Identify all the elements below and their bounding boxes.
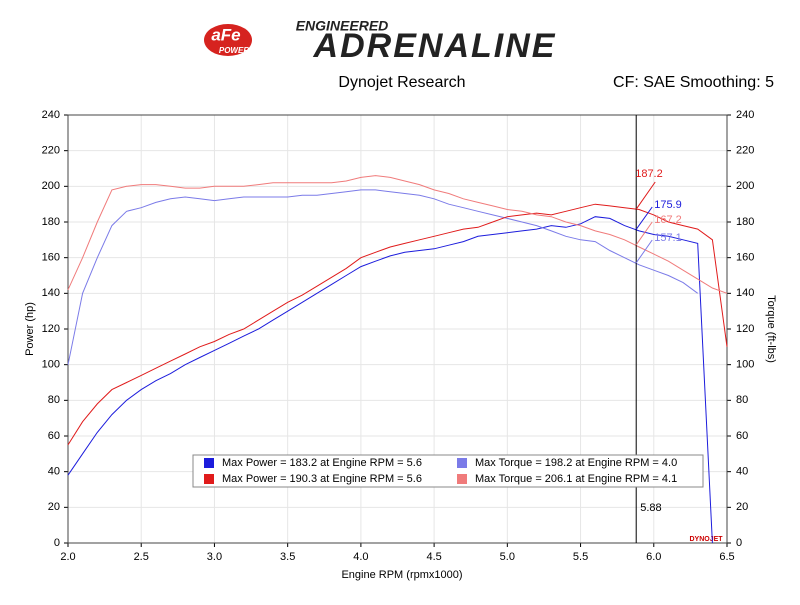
x-tick-label: 3.5 bbox=[280, 551, 295, 563]
y-tick-label: 40 bbox=[48, 466, 60, 478]
brand-top: ENGINEERED bbox=[296, 18, 389, 34]
y2-tick-label: 60 bbox=[736, 430, 748, 442]
y-tick-label: 80 bbox=[48, 394, 60, 406]
x-tick-label: 2.5 bbox=[134, 551, 149, 563]
cursor-reading: 187.2 bbox=[635, 168, 663, 180]
series-line bbox=[67, 216, 713, 544]
legend-swatch bbox=[457, 474, 467, 484]
chart-title: Dynojet Research bbox=[338, 74, 465, 91]
logo: aFe POWER ENGINEERED ADRENALINE bbox=[204, 18, 557, 65]
y-tick-label: 0 bbox=[54, 537, 60, 549]
y-tick-label: 140 bbox=[42, 287, 60, 299]
y2-tick-label: 180 bbox=[736, 216, 754, 228]
series-line bbox=[67, 175, 728, 294]
series-line bbox=[67, 189, 698, 365]
y-tick-label: 240 bbox=[42, 109, 60, 121]
y2-tick-label: 140 bbox=[736, 287, 754, 299]
logo-sub: POWER bbox=[219, 46, 249, 55]
legend-label: Max Torque = 198.2 at Engine RPM = 4.0 bbox=[475, 457, 677, 469]
y2-tick-label: 0 bbox=[736, 537, 742, 549]
brand: ADRENALINE bbox=[313, 27, 557, 65]
x-tick-label: 4.5 bbox=[426, 551, 441, 563]
y-axis-label: Power (hp) bbox=[24, 302, 36, 356]
legend-label: Max Power = 190.3 at Engine RPM = 5.6 bbox=[222, 473, 422, 485]
cursor-arrow bbox=[635, 239, 653, 264]
y2-tick-label: 200 bbox=[736, 180, 754, 192]
y2-tick-label: 40 bbox=[736, 466, 748, 478]
cursor-reading: 157.1 bbox=[654, 232, 682, 244]
logo-badge bbox=[204, 24, 252, 56]
legend-swatch bbox=[457, 458, 467, 468]
plot-frame bbox=[67, 114, 728, 544]
y2-tick-label: 20 bbox=[736, 501, 748, 513]
y2-tick-label: 160 bbox=[736, 252, 754, 264]
cursor-arrow bbox=[635, 221, 653, 246]
legend-swatch bbox=[204, 458, 214, 468]
y2-tick-label: 120 bbox=[736, 323, 754, 335]
y-tick-label: 100 bbox=[42, 359, 60, 371]
cursor-arrow bbox=[635, 181, 656, 210]
legend-box bbox=[192, 454, 704, 488]
x-tick-label: 6.5 bbox=[719, 551, 734, 563]
y-tick-label: 220 bbox=[42, 145, 60, 157]
legend: Max Power = 183.2 at Engine RPM = 5.6 Max… bbox=[192, 454, 704, 488]
y-tick-label: 60 bbox=[48, 430, 60, 442]
x-tick-label: 4.0 bbox=[353, 551, 368, 563]
y2-tick-label: 240 bbox=[736, 109, 754, 121]
legend-label: Max Torque = 206.1 at Engine RPM = 4.1 bbox=[475, 473, 677, 485]
cursor-reading: 175.9 bbox=[654, 199, 682, 211]
cursor-label: 5.88 bbox=[640, 502, 661, 514]
logo-mark: aFe bbox=[211, 25, 240, 44]
legend-label: Max Power = 183.2 at Engine RPM = 5.6 bbox=[222, 457, 422, 469]
y-tick-label: 120 bbox=[42, 323, 60, 335]
y2-axis-label: Torque (ft-lbs) bbox=[765, 295, 777, 363]
x-tick-label: 5.0 bbox=[500, 551, 515, 563]
x-tick-label: 2.0 bbox=[60, 551, 75, 563]
x-tick-label: 3.0 bbox=[207, 551, 222, 563]
y-tick-label: 20 bbox=[48, 501, 60, 513]
chart-subtitle: CF: SAE Smoothing: 5 bbox=[613, 74, 774, 91]
y2-tick-label: 220 bbox=[736, 145, 754, 157]
y-tick-label: 160 bbox=[42, 252, 60, 264]
x-tick-label: 5.5 bbox=[573, 551, 588, 563]
y-tick-label: 200 bbox=[42, 180, 60, 192]
y-tick-label: 180 bbox=[42, 216, 60, 228]
y2-tick-label: 100 bbox=[736, 359, 754, 371]
x-tick-label: 6.0 bbox=[646, 551, 661, 563]
cursor-arrow bbox=[635, 206, 653, 230]
series-line bbox=[67, 203, 728, 446]
cursor-reading: 167.2 bbox=[654, 214, 682, 226]
y2-tick-label: 80 bbox=[736, 394, 748, 406]
legend-swatch bbox=[204, 474, 214, 484]
x-axis-label: Engine RPM (rpmx1000) bbox=[341, 569, 462, 581]
watermark: DYNOJET bbox=[689, 536, 723, 543]
